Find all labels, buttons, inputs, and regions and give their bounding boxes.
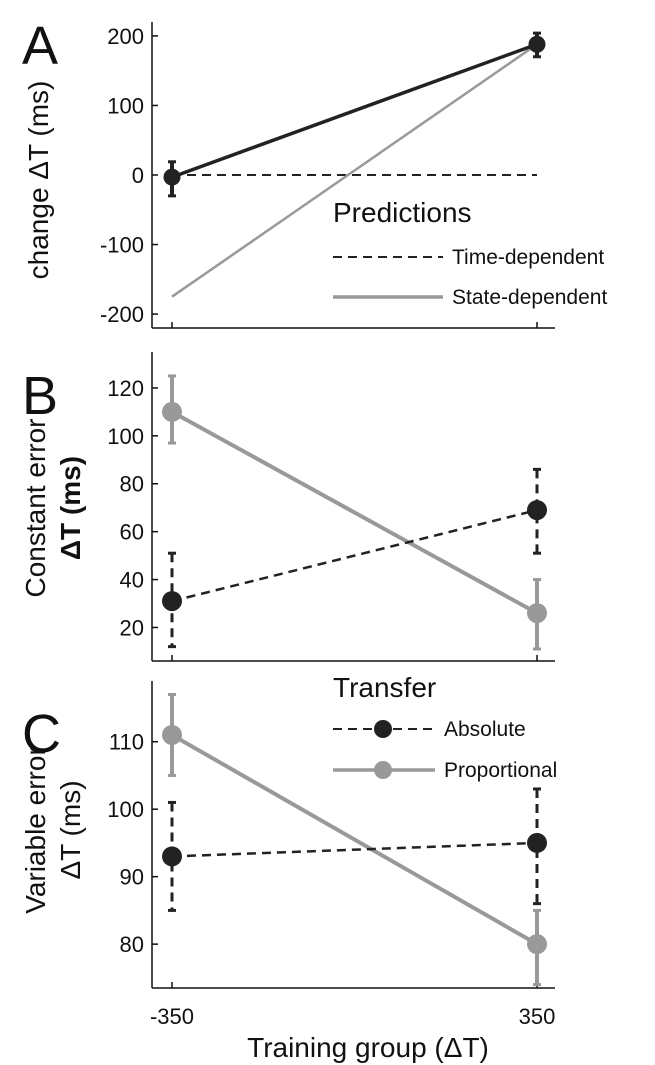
absolute-point <box>527 500 547 521</box>
panel-c: C Variable error ΔT (ms) 80 90 100 110 Tran… <box>20 672 557 989</box>
panel-b: B Constant error ΔT (ms) 20 40 60 80 100 120 <box>20 352 555 662</box>
panel-c-ylabel-line1: Variable error <box>20 746 51 914</box>
y-tick-label: 80 <box>120 932 144 957</box>
panel-letter-c: C <box>22 704 61 764</box>
legend-label-proportional: Proportional <box>444 759 557 782</box>
y-tick-label: 90 <box>120 865 144 890</box>
panel-c-legend-title: Transfer <box>333 672 436 703</box>
x-axis-label: Training group (ΔT) <box>247 1032 489 1063</box>
y-tick-label: 120 <box>107 376 144 401</box>
state-dependent-line <box>171 43 538 298</box>
y-tick-label: 20 <box>120 615 144 640</box>
proportional-line <box>171 410 538 615</box>
absolute-point <box>162 846 182 867</box>
y-tick-label: 60 <box>120 520 144 545</box>
y-tick-label: 40 <box>120 568 144 593</box>
legend-marker-absolute <box>374 720 392 738</box>
legend-label-absolute: Absolute <box>444 718 526 741</box>
proportional-point <box>527 934 547 955</box>
legend-label-time-dependent: Time-dependent <box>452 246 604 269</box>
y-tick-label: 200 <box>107 24 144 49</box>
y-tick-label: 100 <box>107 797 144 822</box>
panel-b-ylabel-line1: Constant error <box>20 419 51 598</box>
proportional-point <box>162 401 182 422</box>
panel-letter-a: A <box>22 16 58 76</box>
panel-a-marks <box>163 31 546 298</box>
observed-line <box>171 42 538 179</box>
legend-marker-proportional <box>374 761 392 779</box>
panel-c-ylabel-line2: ΔT (ms) <box>55 780 86 879</box>
proportional-point <box>527 603 547 624</box>
x-tick-label: 350 <box>519 1004 556 1029</box>
panel-a-ticks: -200 -100 0 100 200 <box>100 24 538 328</box>
y-tick-label: -200 <box>100 302 144 327</box>
observed-point <box>528 35 546 53</box>
x-tick-labels: -350 350 <box>150 1004 555 1029</box>
panel-a-ylabel: change ΔT (ms) <box>23 81 54 280</box>
y-tick-label: 0 <box>132 163 144 188</box>
proportional-line <box>171 733 538 946</box>
absolute-point <box>527 832 547 853</box>
observed-point <box>163 168 181 186</box>
absolute-line <box>171 841 538 858</box>
proportional-point <box>162 724 182 745</box>
panel-a: A change ΔT (ms) -200 -100 0 100 200 Predict… <box>22 16 607 329</box>
panel-b-ylabel-line2: ΔT (ms) <box>55 456 86 560</box>
panel-a-legend-title: Predictions <box>333 197 472 228</box>
absolute-line <box>171 508 538 603</box>
panel-c-marks <box>162 692 547 987</box>
x-tick-label: -350 <box>150 1004 194 1029</box>
y-tick-label: 100 <box>107 424 144 449</box>
panel-letter-b: B <box>22 366 58 426</box>
legend-label-state-dependent: State-dependent <box>452 286 607 309</box>
y-tick-label: -100 <box>100 233 144 258</box>
absolute-point <box>162 591 182 612</box>
y-tick-label: 100 <box>107 93 144 118</box>
panel-b-marks <box>162 374 547 651</box>
y-tick-label: 80 <box>120 472 144 497</box>
panel-b-ticks: 20 40 60 80 100 120 <box>107 376 538 661</box>
y-tick-label: 110 <box>109 730 144 755</box>
panel-c-ticks: 80 90 100 110 <box>107 730 538 988</box>
